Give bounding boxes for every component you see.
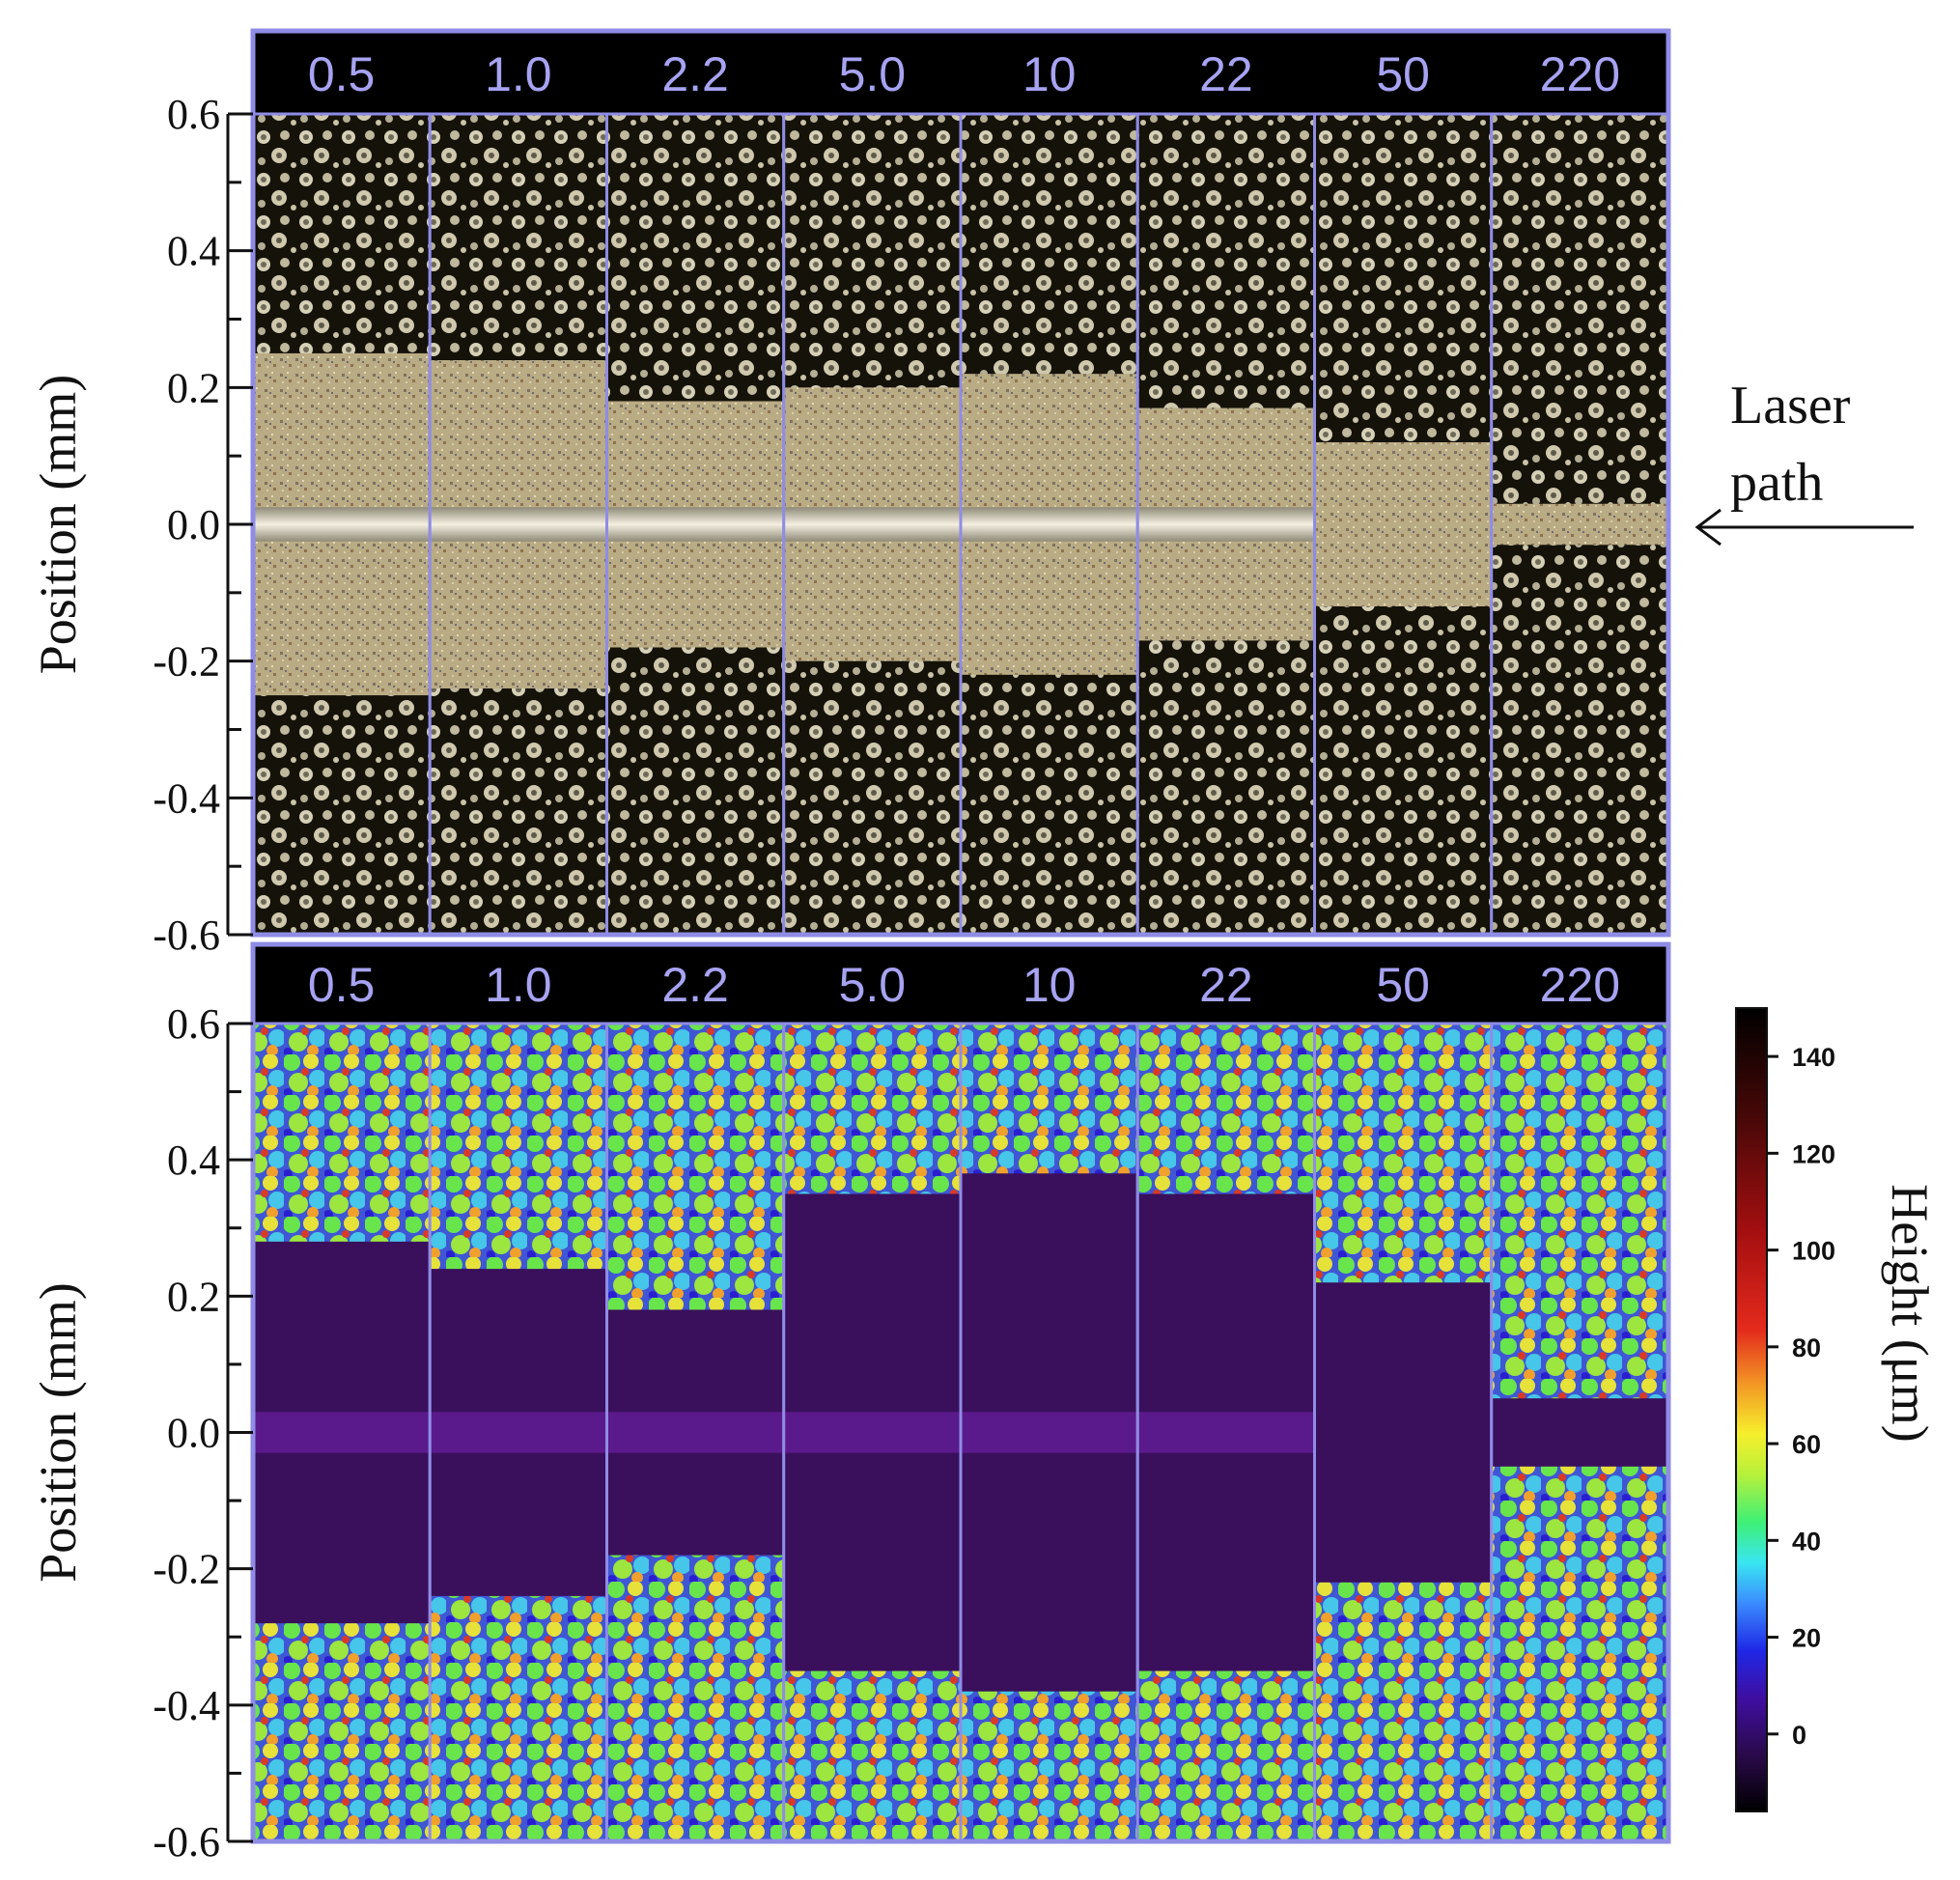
colorbar-tick-label: 100 bbox=[1792, 1237, 1835, 1266]
strip-label: 22 bbox=[1199, 958, 1253, 1012]
colorbar-tick-label: 60 bbox=[1792, 1430, 1821, 1459]
image-strip bbox=[1313, 112, 1494, 937]
image-strip bbox=[1490, 1022, 1670, 1843]
cleared-band bbox=[1314, 1282, 1492, 1583]
strip-label: 1.0 bbox=[485, 958, 552, 1012]
y-tick-label: -0.6 bbox=[153, 912, 220, 959]
image-strip bbox=[251, 112, 432, 937]
colorbar-tick-label: 0 bbox=[1792, 1721, 1806, 1750]
laser-track bbox=[430, 1412, 607, 1453]
label-bar bbox=[253, 31, 1668, 114]
y-tick-label: 0.4 bbox=[167, 1136, 220, 1184]
cleared-band bbox=[1314, 442, 1492, 606]
strip-label: 220 bbox=[1540, 958, 1620, 1012]
image-strip bbox=[1490, 112, 1670, 937]
colorbar-gradient bbox=[1735, 1007, 1768, 1812]
laser-track bbox=[253, 507, 431, 542]
image-strip bbox=[251, 1022, 432, 1843]
y-tick-label: 0.6 bbox=[167, 1000, 220, 1048]
laser-track bbox=[606, 507, 784, 542]
strip-label: 2.2 bbox=[661, 958, 729, 1012]
strip-label: 0.5 bbox=[308, 958, 376, 1012]
cleared-band bbox=[1491, 1398, 1668, 1467]
panel-frame bbox=[250, 941, 1671, 1844]
strip-label: 0.5 bbox=[308, 47, 376, 101]
strip-label: 22 bbox=[1199, 47, 1253, 101]
strip-label: 50 bbox=[1376, 958, 1430, 1012]
strip-label: 10 bbox=[1022, 958, 1077, 1012]
strip-label: 5.0 bbox=[839, 47, 907, 101]
laser-track bbox=[783, 507, 961, 542]
laser-label-line1: Laser bbox=[1730, 376, 1851, 435]
y-axis-title: Position (mm) bbox=[29, 375, 87, 675]
colorbar-tick-label: 80 bbox=[1792, 1333, 1821, 1362]
strip-label: 5.0 bbox=[839, 958, 907, 1012]
colorbar-title: Height (μm) bbox=[1881, 1184, 1939, 1442]
strip-label: 1.0 bbox=[485, 47, 552, 101]
laser-track bbox=[961, 1412, 1138, 1453]
y-tick-label: -0.2 bbox=[153, 1546, 220, 1593]
colorbar-tick-label: 20 bbox=[1792, 1624, 1821, 1653]
y-tick-label: -0.2 bbox=[153, 638, 220, 686]
laser-path-annotation: Laser path bbox=[1694, 376, 1914, 547]
image-strip bbox=[605, 112, 786, 937]
laser-arrow-icon bbox=[1694, 508, 1722, 547]
laser-track bbox=[430, 507, 607, 542]
top-panel: 0.5 1.0 2.2 5.0 10 22 50 220 0.6 0.4 0.2 0.0 -0.2 -0.… bbox=[29, 28, 1671, 959]
strip-label: 220 bbox=[1540, 47, 1620, 101]
strip-label: 2.2 bbox=[661, 47, 729, 101]
colorbar: 140 120 100 80 60 40 20 0 Height (μm) bbox=[1735, 1007, 1939, 1812]
image-strip bbox=[428, 112, 608, 937]
image-strip bbox=[1135, 1022, 1316, 1843]
y-tick-label: 0.0 bbox=[167, 501, 220, 548]
y-tick-label: 0.0 bbox=[167, 1410, 220, 1457]
y-axis-title: Position (mm) bbox=[29, 1282, 87, 1583]
image-strip bbox=[605, 1022, 786, 1843]
image-strip bbox=[959, 1022, 1139, 1843]
y-tick-label: 0.2 bbox=[167, 364, 220, 411]
image-strip bbox=[782, 1022, 963, 1843]
colorbar-tick-label: 40 bbox=[1792, 1527, 1821, 1556]
image-strip bbox=[428, 1022, 608, 1843]
panel-frame bbox=[250, 28, 1671, 938]
colorbar-tick-label: 140 bbox=[1792, 1043, 1835, 1072]
y-tick-label: 0.2 bbox=[167, 1273, 220, 1320]
image-strip bbox=[782, 112, 963, 937]
y-tick-label: 0.6 bbox=[167, 91, 220, 138]
laser-track bbox=[1137, 507, 1315, 542]
cleared-band bbox=[1491, 503, 1668, 546]
image-strip bbox=[1313, 1022, 1494, 1843]
laser-track bbox=[783, 1412, 961, 1453]
y-tick-label: -0.6 bbox=[153, 1818, 220, 1866]
bottom-panel: 0.5 1.0 2.2 5.0 10 22 50 220 0.6 0.4 0.2 0.0 -0.2 -0.… bbox=[29, 941, 1671, 1866]
strip-label: 50 bbox=[1376, 47, 1430, 101]
strip-label: 10 bbox=[1022, 47, 1077, 101]
laser-label-line2: path bbox=[1730, 453, 1823, 513]
colorbar-tick-label: 120 bbox=[1792, 1139, 1835, 1168]
laser-track bbox=[961, 507, 1138, 542]
y-tick-label: -0.4 bbox=[153, 1682, 220, 1729]
laser-track bbox=[1137, 1412, 1315, 1453]
image-strip bbox=[1135, 112, 1316, 937]
laser-track bbox=[606, 1412, 784, 1453]
label-bar bbox=[253, 944, 1668, 1024]
y-tick-label: -0.4 bbox=[153, 774, 220, 822]
laser-track bbox=[253, 1412, 431, 1453]
image-strip bbox=[959, 112, 1139, 937]
y-tick-label: 0.4 bbox=[167, 228, 220, 275]
